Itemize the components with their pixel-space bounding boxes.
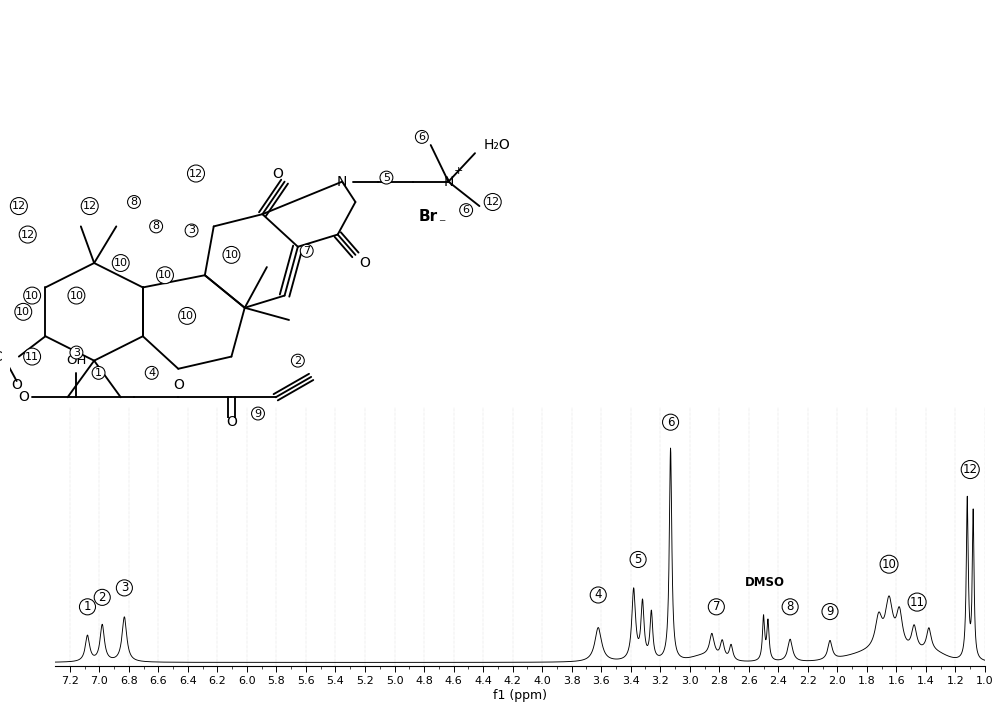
- Text: 12: 12: [21, 230, 35, 240]
- Text: 10: 10: [180, 311, 194, 321]
- Text: C: C: [0, 350, 2, 364]
- Text: 12: 12: [189, 168, 203, 179]
- Text: 10: 10: [224, 250, 238, 260]
- Text: O: O: [18, 390, 29, 404]
- Text: N: N: [443, 175, 454, 189]
- Text: +: +: [453, 166, 463, 176]
- Text: 10: 10: [158, 270, 172, 280]
- Text: O: O: [11, 378, 22, 392]
- Text: H₂O: H₂O: [484, 138, 511, 152]
- Text: 12: 12: [12, 201, 26, 211]
- Text: 10: 10: [882, 558, 896, 571]
- Text: 9: 9: [254, 408, 262, 418]
- Text: ⁻: ⁻: [438, 217, 445, 231]
- Text: O: O: [359, 256, 370, 270]
- Text: 12: 12: [486, 197, 500, 207]
- Text: 6: 6: [463, 205, 470, 215]
- Text: 1: 1: [95, 368, 102, 378]
- Text: 9: 9: [826, 605, 834, 618]
- Text: O: O: [173, 378, 184, 392]
- Text: 5: 5: [383, 173, 390, 183]
- Text: 4: 4: [148, 368, 155, 378]
- Text: 3: 3: [188, 225, 195, 235]
- Text: 11: 11: [910, 595, 925, 608]
- Text: 12: 12: [83, 201, 97, 211]
- Text: DMSO: DMSO: [745, 576, 785, 589]
- Text: O: O: [226, 415, 237, 428]
- Text: 4: 4: [594, 588, 602, 601]
- Text: 12: 12: [963, 463, 978, 476]
- Text: 7: 7: [713, 600, 720, 613]
- Text: 10: 10: [16, 307, 30, 317]
- Text: 8: 8: [130, 197, 138, 207]
- Text: N: N: [337, 175, 347, 189]
- Text: 1: 1: [84, 600, 91, 613]
- Text: 8: 8: [153, 222, 160, 231]
- Text: 10: 10: [114, 258, 128, 268]
- Text: Br: Br: [419, 209, 438, 224]
- Text: 10: 10: [25, 291, 39, 300]
- Text: 3: 3: [73, 348, 80, 358]
- Text: 10: 10: [69, 291, 83, 300]
- Text: OH: OH: [66, 354, 87, 367]
- Text: 2: 2: [294, 356, 301, 366]
- Text: 8: 8: [786, 600, 794, 613]
- Text: O: O: [272, 166, 283, 181]
- Text: 11: 11: [25, 351, 39, 361]
- Text: 6: 6: [667, 415, 674, 428]
- X-axis label: f1 (ppm): f1 (ppm): [493, 689, 547, 702]
- Text: 7: 7: [303, 246, 310, 256]
- Text: 6: 6: [418, 132, 425, 142]
- Text: 2: 2: [98, 591, 106, 604]
- Text: 5: 5: [634, 553, 642, 566]
- Text: 3: 3: [121, 581, 128, 595]
